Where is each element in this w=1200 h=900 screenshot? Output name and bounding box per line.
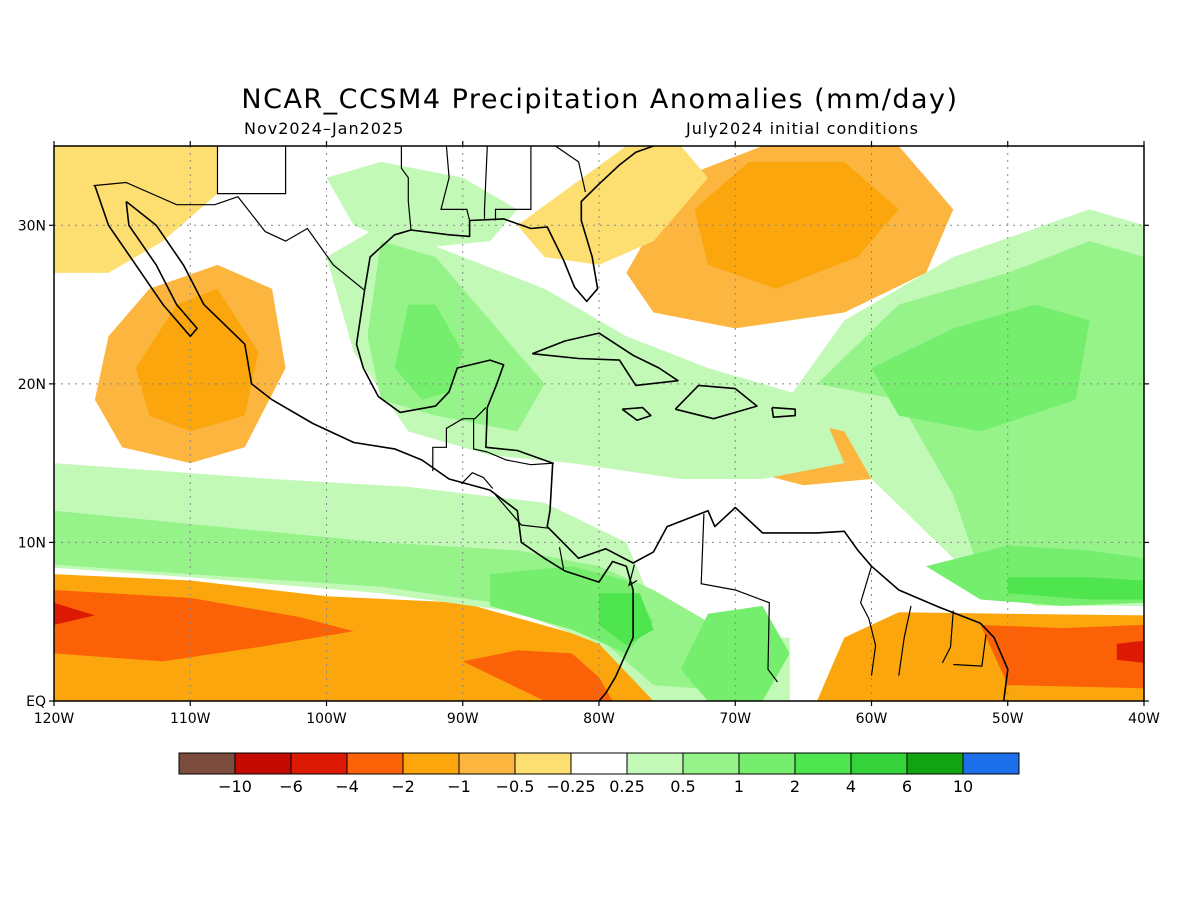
anomaly-region-eq-south-america-bright-green [680,605,790,701]
lat-tick-label: 20N [18,377,46,393]
colorbar-swatch [626,752,684,775]
axes: 120W 110W 100W 90W 80W 70W 60W 50W 40W EQ 10N 20N 30… [18,141,1160,727]
country-border [400,146,412,231]
anomaly-region-atlantic-deep-orange [980,624,1144,689]
colorbar-label: 2 [790,777,800,796]
country-border [555,146,586,193]
colorbar-swatch [402,752,460,775]
country-border [440,146,471,221]
country-border [941,610,954,664]
country-border [473,418,488,453]
colorbar-label: 4 [846,777,856,796]
initial-conditions: July2024 initial conditions [686,119,919,138]
colorbar-label: −2 [391,777,415,796]
lon-tick-label: 80W [583,711,615,727]
country-border [898,605,912,676]
colorbar-swatch [234,752,292,775]
anomaly-region-mexico-pacific-orange [135,288,259,432]
country-border [953,634,987,667]
colorbar-label: −0.25 [546,777,595,796]
colorbar-label: 10 [953,777,973,796]
coastline [771,406,797,419]
anomaly-region-central-atlantic-bright-green [871,304,1090,432]
colorbar-swatch [514,752,572,775]
coastline [621,406,652,422]
country-border [93,181,365,291]
country-border [432,407,487,472]
colorbar-label: −0.5 [496,777,535,796]
lon-tick-label: 90W [447,711,479,727]
colorbar-swatch [794,752,852,775]
anomaly-region-atlantic-red-core [1116,640,1144,663]
country-border [700,513,778,683]
anomaly-region-e-pacific-deep-orange [54,590,354,662]
colorbar-label: −1 [447,777,471,796]
anomaly-region-nw-atlantic-yellow-fringe [517,146,708,265]
anomaly-region-east-atlantic-deep-green [1007,577,1144,600]
country-border [628,564,638,587]
country-border [483,146,488,219]
colorbar-swatch [850,752,908,775]
anomaly-region-gulf-of-panama-deep-orange [462,650,613,701]
anomaly-region-colombia-deep-green [599,593,654,646]
lat-tick-label: 10N [18,535,46,551]
coastlines [93,146,1009,701]
colorbar-label: −6 [279,777,303,796]
coastline [94,185,198,338]
colorbar-label: 0.25 [609,777,645,796]
map-title: NCAR_CCSM4 Precipitation Anomalies (mm/d… [241,84,959,115]
coastline [355,290,1009,701]
colorbar-swatch [682,752,740,775]
country-border [460,471,494,489]
colorbar-swatch [962,752,1020,775]
lon-tick-label: 50W [992,711,1024,727]
lon-tick-label: 70W [719,711,751,727]
lon-tick-label: 110W [170,711,211,727]
forecast-period: Nov2024–Jan2025 [244,119,405,138]
coastline [531,332,679,387]
gridlines [54,146,1144,701]
anomaly-region-e-pacific-red-core [54,602,95,625]
country-border [859,566,877,676]
country-border [216,146,287,195]
colorbar-label: −10 [218,777,252,796]
coastline [363,146,654,303]
country-border [558,547,565,570]
coastline [674,384,758,420]
colorbar-swatch [570,752,628,775]
lon-tick-label: 60W [856,711,888,727]
lon-tick-label: 100W [306,711,347,727]
colorbar-label: 0.5 [670,777,695,796]
colorbar-swatch [738,752,796,775]
colorbar-swatch [290,752,348,775]
colorbar-swatch [458,752,516,775]
colorbar-label: 1 [734,777,744,796]
anomaly-region-itcz-green [54,510,763,694]
lat-tick-label: 30N [18,218,46,234]
country-border [495,494,549,529]
colorbar: −10 −6 −4 −2 −1 −0.5 −0.25 0.25 0.5 1 2 4 6 10 [178,752,1020,796]
colorbar-label: 6 [902,777,912,796]
coastline [125,200,634,701]
anomaly-region-campeche-bright-green [394,304,463,400]
colorbar-swatch [178,752,236,775]
lon-tick-label: 40W [1128,711,1160,727]
lat-tick-label: EQ [26,694,46,710]
lon-tick-label: 120W [34,711,75,727]
colorbar-label: −4 [335,777,359,796]
country-border [494,146,532,221]
colorbar-swatch [906,752,964,775]
country-border [487,451,555,466]
colorbar-swatch [346,752,404,775]
